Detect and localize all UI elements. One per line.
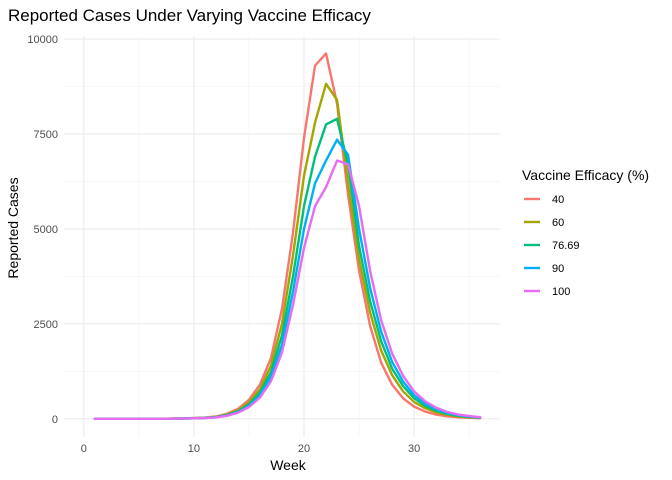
x-tick-label: 10	[188, 443, 200, 455]
legend-label: 40	[552, 194, 564, 206]
legend-label: 90	[552, 263, 564, 275]
x-tick-label: 0	[81, 443, 87, 455]
y-tick-label: 10000	[27, 34, 58, 46]
y-axis-title: Reported Cases	[5, 177, 21, 278]
legend-title: Vaccine Efficacy (%)	[522, 167, 649, 183]
legend: Vaccine Efficacy (%) 40 60 76.69 90 100	[522, 167, 649, 298]
series-line-100	[93, 159, 482, 420]
x-axis-ticks: 0 10 20 30	[81, 443, 420, 455]
series-line-40	[93, 52, 482, 420]
y-tick-label: 2500	[34, 319, 58, 331]
legend-label: 100	[552, 286, 570, 298]
x-tick-label: 20	[298, 443, 310, 455]
grid	[64, 36, 500, 437]
x-axis-title: Week	[270, 457, 307, 473]
y-tick-label: 0	[52, 414, 58, 426]
y-tick-label: 5000	[34, 224, 58, 236]
legend-label: 60	[552, 217, 564, 229]
series-lines	[93, 52, 482, 420]
y-tick-label: 7500	[34, 129, 58, 141]
y-axis-ticks: 0 2500 5000 7500 10000	[27, 34, 58, 426]
x-tick-label: 30	[408, 443, 420, 455]
chart-title: Reported Cases Under Varying Vaccine Eff…	[8, 6, 371, 25]
legend-label: 76.69	[552, 240, 580, 252]
